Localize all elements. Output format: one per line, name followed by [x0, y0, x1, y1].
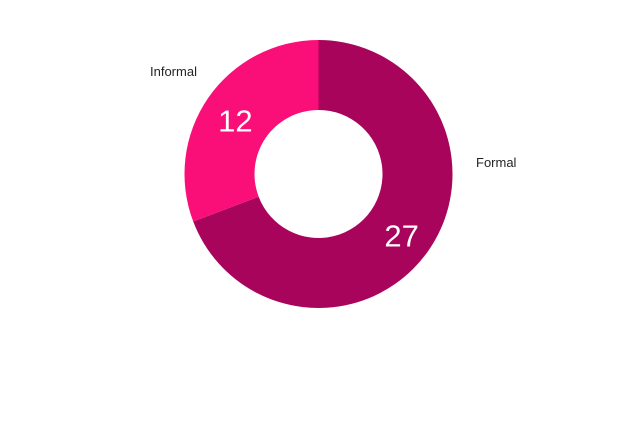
donut-slices — [184, 40, 453, 308]
slice-label-informal: Informal — [150, 64, 197, 79]
slice-value-informal: 12 — [218, 104, 252, 139]
slice-value-formal: 27 — [384, 218, 418, 253]
slice-informal[interactable] — [184, 40, 319, 222]
slice-label-formal: Formal — [476, 155, 517, 170]
slice-formal[interactable] — [193, 40, 453, 308]
